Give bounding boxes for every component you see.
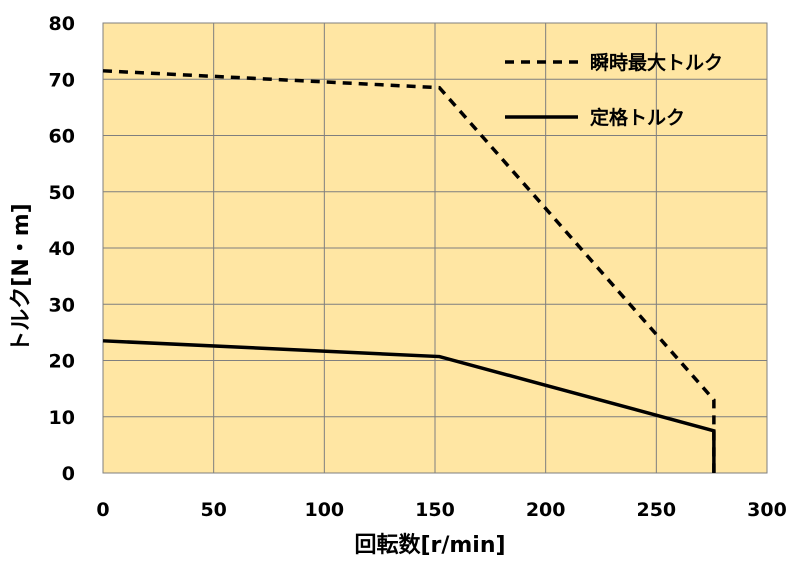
series-layer xyxy=(102,69,716,473)
series-line-2 xyxy=(102,339,716,473)
y-tick-label: 50 xyxy=(49,182,75,204)
y-tick-label: 60 xyxy=(49,126,75,148)
x-tick-label: 100 xyxy=(304,499,344,521)
y-tick-label: 70 xyxy=(49,69,75,91)
legend-label-2: 定格トルク xyxy=(590,106,685,129)
x-tick-label: 50 xyxy=(200,499,226,521)
x-axis-title: 回転数[r/min] xyxy=(354,532,505,558)
legend-label-1: 瞬時最大トルク xyxy=(590,51,723,74)
x-tick-label: 0 xyxy=(96,499,109,521)
x-tick-label: 250 xyxy=(636,499,676,521)
x-tick-label: 200 xyxy=(526,499,566,521)
y-axis-title: トルク[N・m] xyxy=(9,203,34,352)
x-tick-label: 300 xyxy=(747,499,787,521)
y-tick-label: 0 xyxy=(62,463,75,485)
x-tick-label: 150 xyxy=(415,499,455,521)
y-tick-label: 80 xyxy=(49,13,75,35)
y-tick-label: 10 xyxy=(49,407,75,429)
y-tick-label: 20 xyxy=(49,351,75,373)
y-tick-label: 30 xyxy=(49,294,75,316)
grid-lines xyxy=(102,22,768,474)
tick-labels: 0 50 100 150 200 250 300 0 10 20 30 40 50 60 70 80 xyxy=(49,13,787,521)
y-tick-label: 40 xyxy=(49,238,75,260)
